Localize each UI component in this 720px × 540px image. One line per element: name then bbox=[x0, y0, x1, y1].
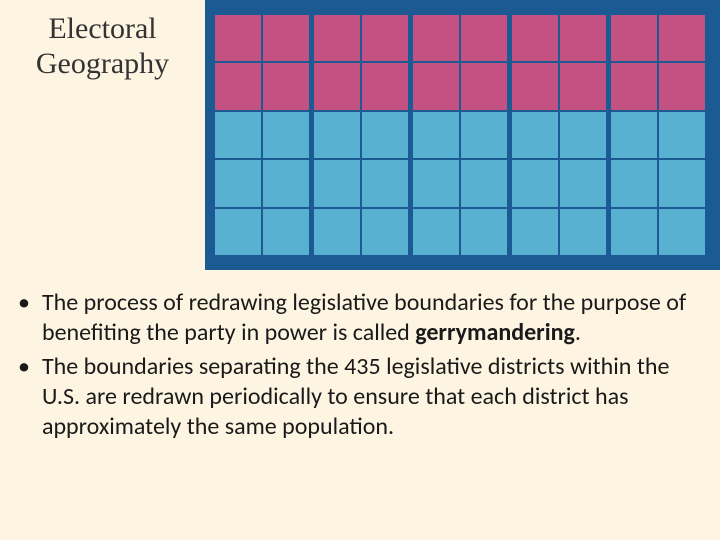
bullet-text: The boundaries separating the 435 legisl… bbox=[42, 352, 692, 442]
grid-row bbox=[611, 209, 705, 255]
bullet-marker: • bbox=[18, 288, 30, 348]
grid-cell bbox=[413, 160, 459, 206]
grid-cell bbox=[512, 15, 558, 61]
grid-cell bbox=[413, 15, 459, 61]
district bbox=[413, 15, 507, 255]
bullet-item: •The boundaries separating the 435 legis… bbox=[14, 352, 692, 442]
grid-cell bbox=[560, 63, 606, 109]
district bbox=[611, 15, 705, 255]
slide-title: Electoral Geography bbox=[0, 12, 205, 81]
bullet-list: •The process of redrawing legislative bo… bbox=[14, 288, 692, 442]
grid-cell bbox=[659, 112, 705, 158]
content-section: •The process of redrawing legislative bo… bbox=[0, 270, 720, 540]
grid-cell bbox=[512, 209, 558, 255]
grid-row bbox=[611, 160, 705, 206]
bullet-text-before: The process of redrawing legislative bou… bbox=[42, 288, 686, 347]
grid-cell bbox=[215, 209, 261, 255]
grid-cell bbox=[215, 63, 261, 109]
grid-row bbox=[413, 15, 507, 61]
grid-cell bbox=[263, 15, 309, 61]
grid-cell bbox=[611, 160, 657, 206]
grid-row bbox=[512, 160, 606, 206]
grid-row bbox=[215, 209, 309, 255]
grid-cell bbox=[512, 112, 558, 158]
slide: Electoral Geography •The process of redr… bbox=[0, 0, 720, 540]
grid-cell bbox=[560, 15, 606, 61]
grid-cell bbox=[560, 209, 606, 255]
grid-cell bbox=[413, 63, 459, 109]
grid-row bbox=[611, 112, 705, 158]
grid-cell bbox=[461, 209, 507, 255]
grid-cell bbox=[215, 112, 261, 158]
grid-cell bbox=[611, 63, 657, 109]
grid-row bbox=[314, 209, 408, 255]
grid-cell bbox=[362, 112, 408, 158]
grid-cell bbox=[611, 15, 657, 61]
grid-cell bbox=[362, 209, 408, 255]
grid-row bbox=[314, 160, 408, 206]
district bbox=[215, 15, 309, 255]
top-section: Electoral Geography bbox=[0, 0, 720, 270]
grid-cell bbox=[413, 209, 459, 255]
grid-cell bbox=[362, 15, 408, 61]
grid-cell bbox=[314, 15, 360, 61]
district bbox=[512, 15, 606, 255]
grid-cell bbox=[413, 112, 459, 158]
grid-row bbox=[314, 112, 408, 158]
grid-row bbox=[314, 63, 408, 109]
grid-row bbox=[215, 112, 309, 158]
grid-cell bbox=[314, 160, 360, 206]
grid-cell bbox=[461, 112, 507, 158]
grid-row bbox=[413, 63, 507, 109]
grid-cell bbox=[461, 160, 507, 206]
grid-row bbox=[314, 15, 408, 61]
grid-cell bbox=[560, 160, 606, 206]
grid-cell bbox=[263, 112, 309, 158]
grid-row bbox=[413, 160, 507, 206]
grid-cell bbox=[362, 160, 408, 206]
grid-cell bbox=[263, 63, 309, 109]
district-grid bbox=[215, 15, 705, 255]
grid-cell bbox=[263, 209, 309, 255]
grid-cell bbox=[461, 63, 507, 109]
grid-cell bbox=[560, 112, 606, 158]
bullet-bold-term: gerrymandering bbox=[415, 318, 575, 347]
grid-row bbox=[512, 15, 606, 61]
grid-cell bbox=[362, 63, 408, 109]
grid-row bbox=[413, 209, 507, 255]
grid-cell bbox=[263, 160, 309, 206]
grid-cell bbox=[659, 15, 705, 61]
bullet-item: •The process of redrawing legislative bo… bbox=[14, 288, 692, 348]
bullet-text: The process of redrawing legislative bou… bbox=[42, 288, 692, 348]
bullet-text-before: The boundaries separating the 435 legisl… bbox=[42, 352, 669, 441]
grid-row bbox=[215, 15, 309, 61]
grid-cell bbox=[611, 209, 657, 255]
grid-cell bbox=[314, 112, 360, 158]
grid-row bbox=[215, 160, 309, 206]
grid-row bbox=[215, 63, 309, 109]
grid-cell bbox=[314, 209, 360, 255]
district bbox=[314, 15, 408, 255]
grid-row bbox=[611, 63, 705, 109]
grid-row bbox=[413, 112, 507, 158]
grid-cell bbox=[461, 15, 507, 61]
grid-cell bbox=[215, 160, 261, 206]
grid-row bbox=[512, 209, 606, 255]
title-box: Electoral Geography bbox=[0, 0, 205, 270]
grid-diagram bbox=[205, 0, 720, 270]
grid-row bbox=[512, 63, 606, 109]
grid-cell bbox=[659, 160, 705, 206]
grid-cell bbox=[659, 63, 705, 109]
grid-cell bbox=[611, 112, 657, 158]
grid-cell bbox=[215, 15, 261, 61]
grid-cell bbox=[659, 209, 705, 255]
grid-cell bbox=[512, 63, 558, 109]
bullet-marker: • bbox=[18, 352, 30, 442]
grid-cell bbox=[512, 160, 558, 206]
grid-cell bbox=[314, 63, 360, 109]
grid-row bbox=[611, 15, 705, 61]
bullet-text-after: . bbox=[575, 318, 581, 347]
grid-row bbox=[512, 112, 606, 158]
